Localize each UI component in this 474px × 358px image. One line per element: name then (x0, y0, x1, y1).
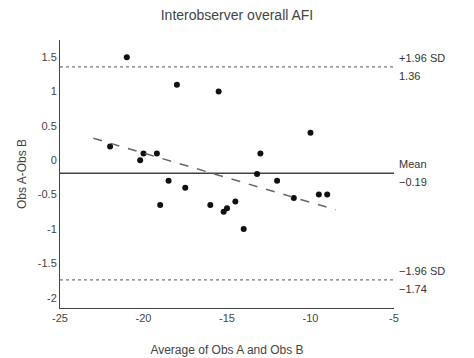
svg-text:−1.96 SD: −1.96 SD (399, 265, 445, 277)
svg-text:-2: -2 (47, 292, 57, 304)
svg-text:Obs A-Obs B: Obs A-Obs B (15, 139, 29, 209)
svg-text:-0.5: -0.5 (38, 188, 57, 200)
svg-text:−1.74: −1.74 (399, 283, 427, 295)
svg-text:-10: -10 (303, 312, 319, 324)
svg-text:-15: -15 (219, 312, 235, 324)
svg-text:1.36: 1.36 (399, 70, 420, 82)
svg-text:0: 0 (51, 154, 57, 166)
svg-text:1.5: 1.5 (42, 51, 57, 63)
svg-text:1: 1 (51, 85, 57, 97)
svg-text:-5: -5 (389, 312, 399, 324)
svg-text:-1.5: -1.5 (38, 257, 57, 269)
svg-text:-1: -1 (47, 223, 57, 235)
svg-text:-20: -20 (136, 312, 152, 324)
svg-text:Interobserver overall AFI: Interobserver overall AFI (161, 7, 314, 23)
svg-text:-25: -25 (52, 312, 68, 324)
svg-text:Mean: Mean (399, 158, 427, 170)
svg-text:−0.19: −0.19 (399, 176, 427, 188)
svg-text:Average of Obs A and Obs B: Average of Obs A and Obs B (150, 343, 303, 357)
svg-text:+1.96 SD: +1.96 SD (399, 52, 445, 64)
svg-text:0.5: 0.5 (42, 120, 57, 132)
